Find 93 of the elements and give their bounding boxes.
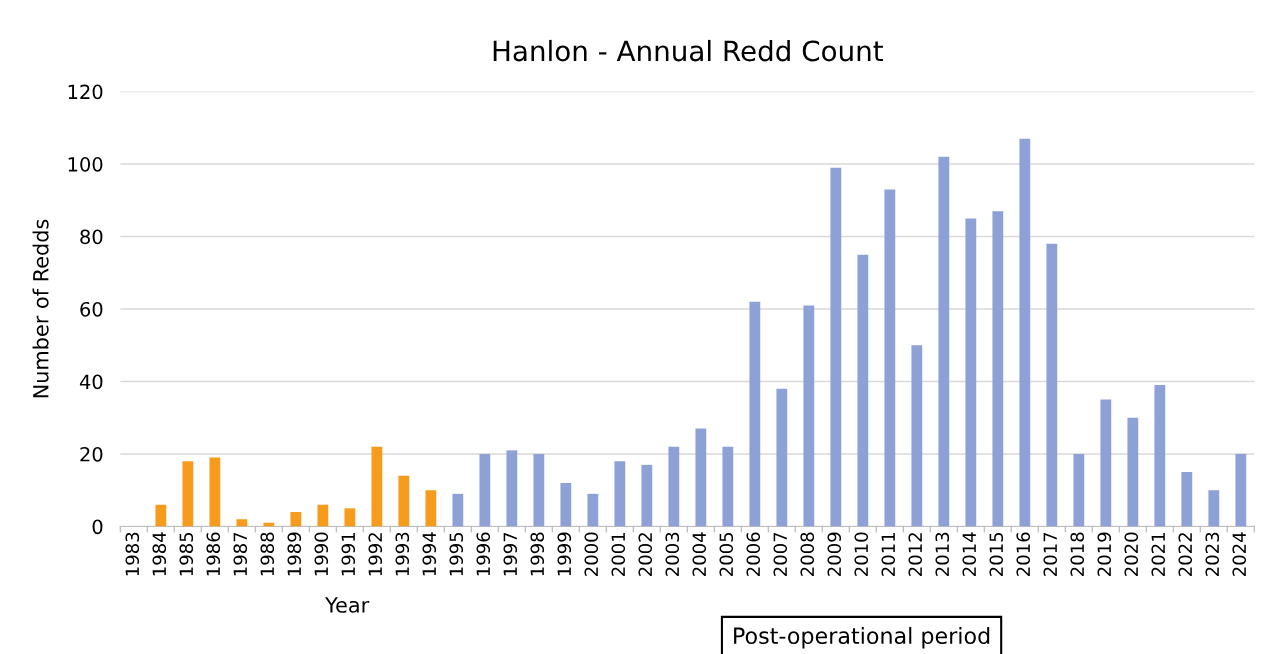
bar	[398, 475, 410, 527]
x-tick-label: 2012	[908, 533, 923, 576]
x-tick-label: 2023	[1205, 532, 1220, 576]
bar	[722, 446, 734, 527]
bar	[155, 504, 167, 527]
y-tick-label: 120	[68, 84, 103, 100]
bar	[371, 446, 383, 527]
bar	[344, 508, 356, 527]
bar	[317, 504, 329, 527]
bar	[965, 218, 977, 527]
bar	[749, 301, 761, 527]
x-tick-label: 2020	[1124, 532, 1139, 576]
x-tick-label: 2001	[611, 533, 626, 576]
bar	[560, 482, 572, 527]
x-tick-label: 2000	[584, 532, 599, 576]
x-tick-label: 2004	[692, 532, 707, 576]
bar	[1235, 453, 1247, 527]
y-tick-label: 0	[92, 519, 103, 535]
x-tick-label: 1986	[206, 532, 221, 576]
x-tick-label: 1994	[422, 532, 437, 576]
x-tick-label: 2018	[1070, 532, 1085, 576]
x-tick-label: 1998	[530, 532, 545, 576]
bar	[533, 453, 545, 527]
chart-title: Hanlon - Annual Redd Count	[493, 39, 883, 62]
x-tick-label: 1985	[179, 532, 194, 576]
bar	[479, 453, 491, 527]
bar	[425, 490, 437, 527]
x-tick-label: 2019	[1097, 532, 1112, 576]
x-tick-label: 1989	[287, 532, 302, 576]
x-tick-label: 1988	[260, 532, 275, 576]
bar	[236, 519, 248, 527]
x-tick-label: 2013	[935, 532, 950, 576]
bar	[1100, 399, 1112, 527]
bar	[1208, 490, 1220, 527]
y-tick-label: 100	[68, 157, 103, 172]
x-tick-label: 2015	[989, 532, 1004, 576]
x-tick-label: 2009	[827, 532, 842, 576]
y-tick-label: 40	[79, 374, 103, 390]
bar	[1181, 472, 1193, 527]
x-tick-label: 2016	[1016, 532, 1031, 576]
x-tick-label: 1992	[368, 533, 383, 576]
bar	[992, 211, 1004, 527]
x-tick-label: 2011	[881, 533, 896, 576]
bar	[614, 461, 626, 527]
x-tick-label: 2006	[746, 532, 761, 576]
text: Post-operational period	[734, 626, 990, 649]
bar	[668, 446, 680, 527]
x-tick-label: 2022	[1178, 533, 1193, 576]
y-tick-label: 80	[80, 229, 103, 245]
bar	[1154, 385, 1166, 527]
x-tick-label: 1990	[314, 532, 329, 576]
bar	[1019, 138, 1031, 527]
bar	[1046, 243, 1058, 527]
bar	[911, 345, 923, 527]
bar	[506, 450, 518, 527]
x-tick-label: 2024	[1232, 532, 1247, 576]
x-tick-label: 1984	[152, 532, 167, 576]
bar	[641, 464, 653, 527]
y-axis-title: Number of Redds	[32, 219, 49, 398]
bar	[452, 493, 464, 527]
x-tick-label: 1999	[557, 532, 572, 576]
x-tick-label: 2014	[962, 532, 977, 576]
x-tick-label: 1983	[125, 532, 140, 576]
bar	[209, 457, 221, 527]
x-tick-label: 2005	[719, 532, 734, 576]
x-tick-label: 2007	[773, 532, 788, 576]
bar	[1127, 417, 1139, 527]
bar	[938, 156, 950, 527]
bar	[695, 428, 707, 527]
x-tick-label: 2002	[638, 533, 653, 576]
bar	[290, 511, 302, 527]
x-tick-label: 1991	[341, 533, 356, 576]
bar	[587, 493, 599, 527]
x-tick-label: 1993	[395, 532, 410, 576]
bar	[776, 388, 788, 527]
bar	[182, 461, 194, 527]
x-tick-label: 1995	[449, 532, 464, 576]
bar	[803, 305, 815, 527]
x-tick-label: 1997	[503, 532, 518, 576]
y-tick-label: 20	[80, 446, 103, 462]
bar	[857, 254, 869, 527]
x-axis-title: Year	[325, 597, 370, 613]
x-tick-label: 2017	[1043, 532, 1058, 576]
bar	[1073, 453, 1085, 527]
x-tick-label: 2003	[665, 532, 680, 576]
bar	[830, 167, 842, 527]
x-tick-label: 1987	[233, 532, 248, 576]
y-tick-label: 60	[80, 301, 103, 317]
x-tick-label: 2008	[800, 532, 815, 576]
x-tick-label: 2010	[854, 532, 869, 576]
x-tick-label: 1996	[476, 532, 491, 576]
bar	[884, 189, 896, 527]
x-tick-label: 2021	[1151, 533, 1166, 576]
